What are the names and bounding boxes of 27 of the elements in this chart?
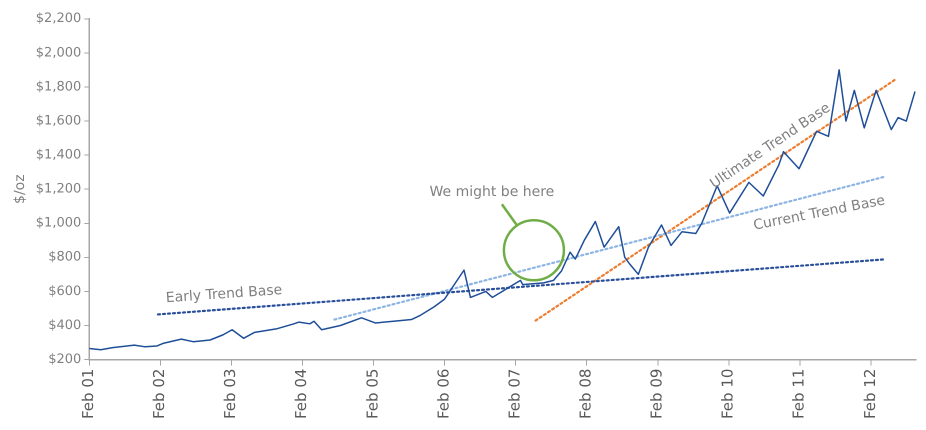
y-axis-title: $/oz — [12, 174, 28, 204]
x-tick-label: Feb 07 — [505, 368, 524, 420]
x-tick-label: Feb 05 — [363, 368, 382, 420]
y-tick-label: $200 — [48, 352, 82, 367]
y-tick-label: $800 — [48, 250, 82, 265]
x-tick-label: Feb 06 — [434, 368, 452, 420]
x-tick-label: Feb 02 — [150, 368, 168, 420]
y-tick-label: $1,200 — [36, 182, 82, 197]
y-tick-label: $1,800 — [36, 79, 82, 94]
y-tick-label: $2,000 — [36, 45, 82, 60]
x-tick-label: Feb 04 — [292, 368, 310, 420]
y-tick-label: $1,600 — [36, 113, 82, 128]
x-tick-label: Feb 03 — [221, 368, 240, 420]
annotation: Early Trend Base — [165, 282, 283, 306]
x-tick-label: Feb 01 — [79, 368, 98, 420]
y-tick-label: $400 — [48, 318, 82, 333]
y-tick-label: $1,000 — [36, 216, 82, 231]
y-tick-label: $600 — [48, 284, 82, 299]
y-tick-label: $1,400 — [36, 147, 82, 162]
y-tick-label: $2,200 — [36, 11, 82, 26]
x-tick-label: Feb 09 — [648, 368, 666, 420]
x-tick-label: Feb 11 — [790, 368, 808, 420]
x-tick-label: Feb 08 — [576, 368, 594, 420]
x-tick-label: Feb 10 — [718, 368, 737, 420]
annotation: We might be here — [429, 184, 554, 200]
x-tick-label: Feb 12 — [860, 368, 879, 420]
annotation: Current Trend Base — [752, 192, 886, 234]
